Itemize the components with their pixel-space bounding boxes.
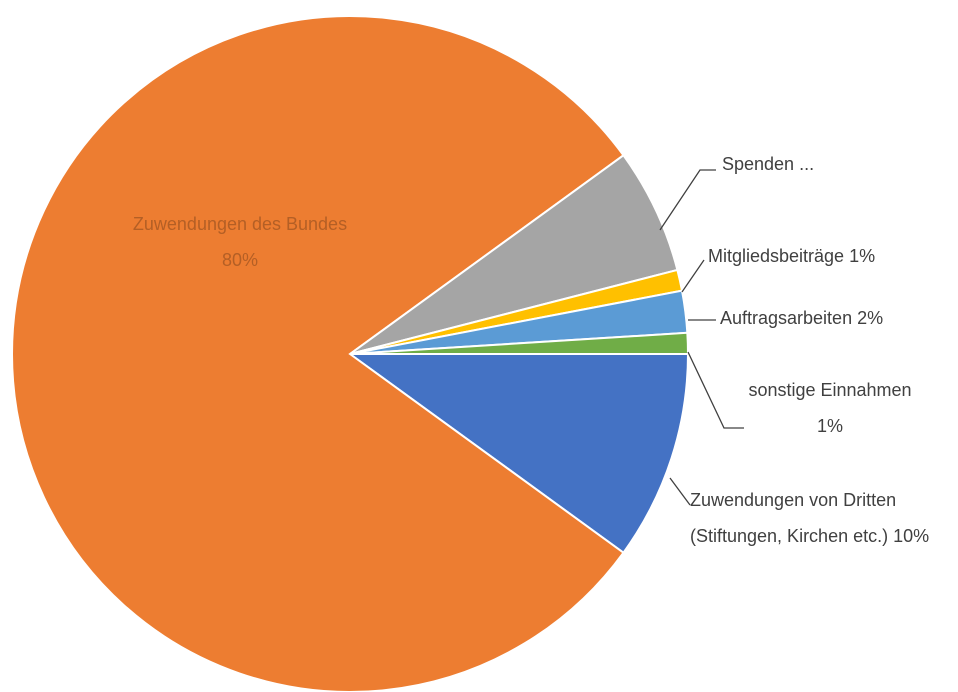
- slice-label: Auftragsarbeiten 2%: [720, 308, 884, 328]
- slice-label: sonstige Einnahmen 1%: [748, 380, 912, 436]
- pie-slice: [346, 353, 690, 555]
- pie-slice: [349, 153, 679, 355]
- pie-slice: [349, 331, 690, 355]
- slice-label: Spenden ...: [722, 154, 815, 174]
- leader-line: [687, 351, 744, 429]
- slice-label: Zuwendungen des Bundes 80%: [132, 214, 348, 270]
- leader-line: [681, 259, 705, 293]
- leader-line: [659, 169, 716, 231]
- slice-label: Mitgliedsbeiträge 1%: [708, 246, 876, 266]
- pie-slice: [11, 15, 625, 692]
- leader-line: [669, 477, 691, 506]
- slice-label: Zuwendungen von Dritten (Stiftungen, Kir…: [690, 490, 930, 546]
